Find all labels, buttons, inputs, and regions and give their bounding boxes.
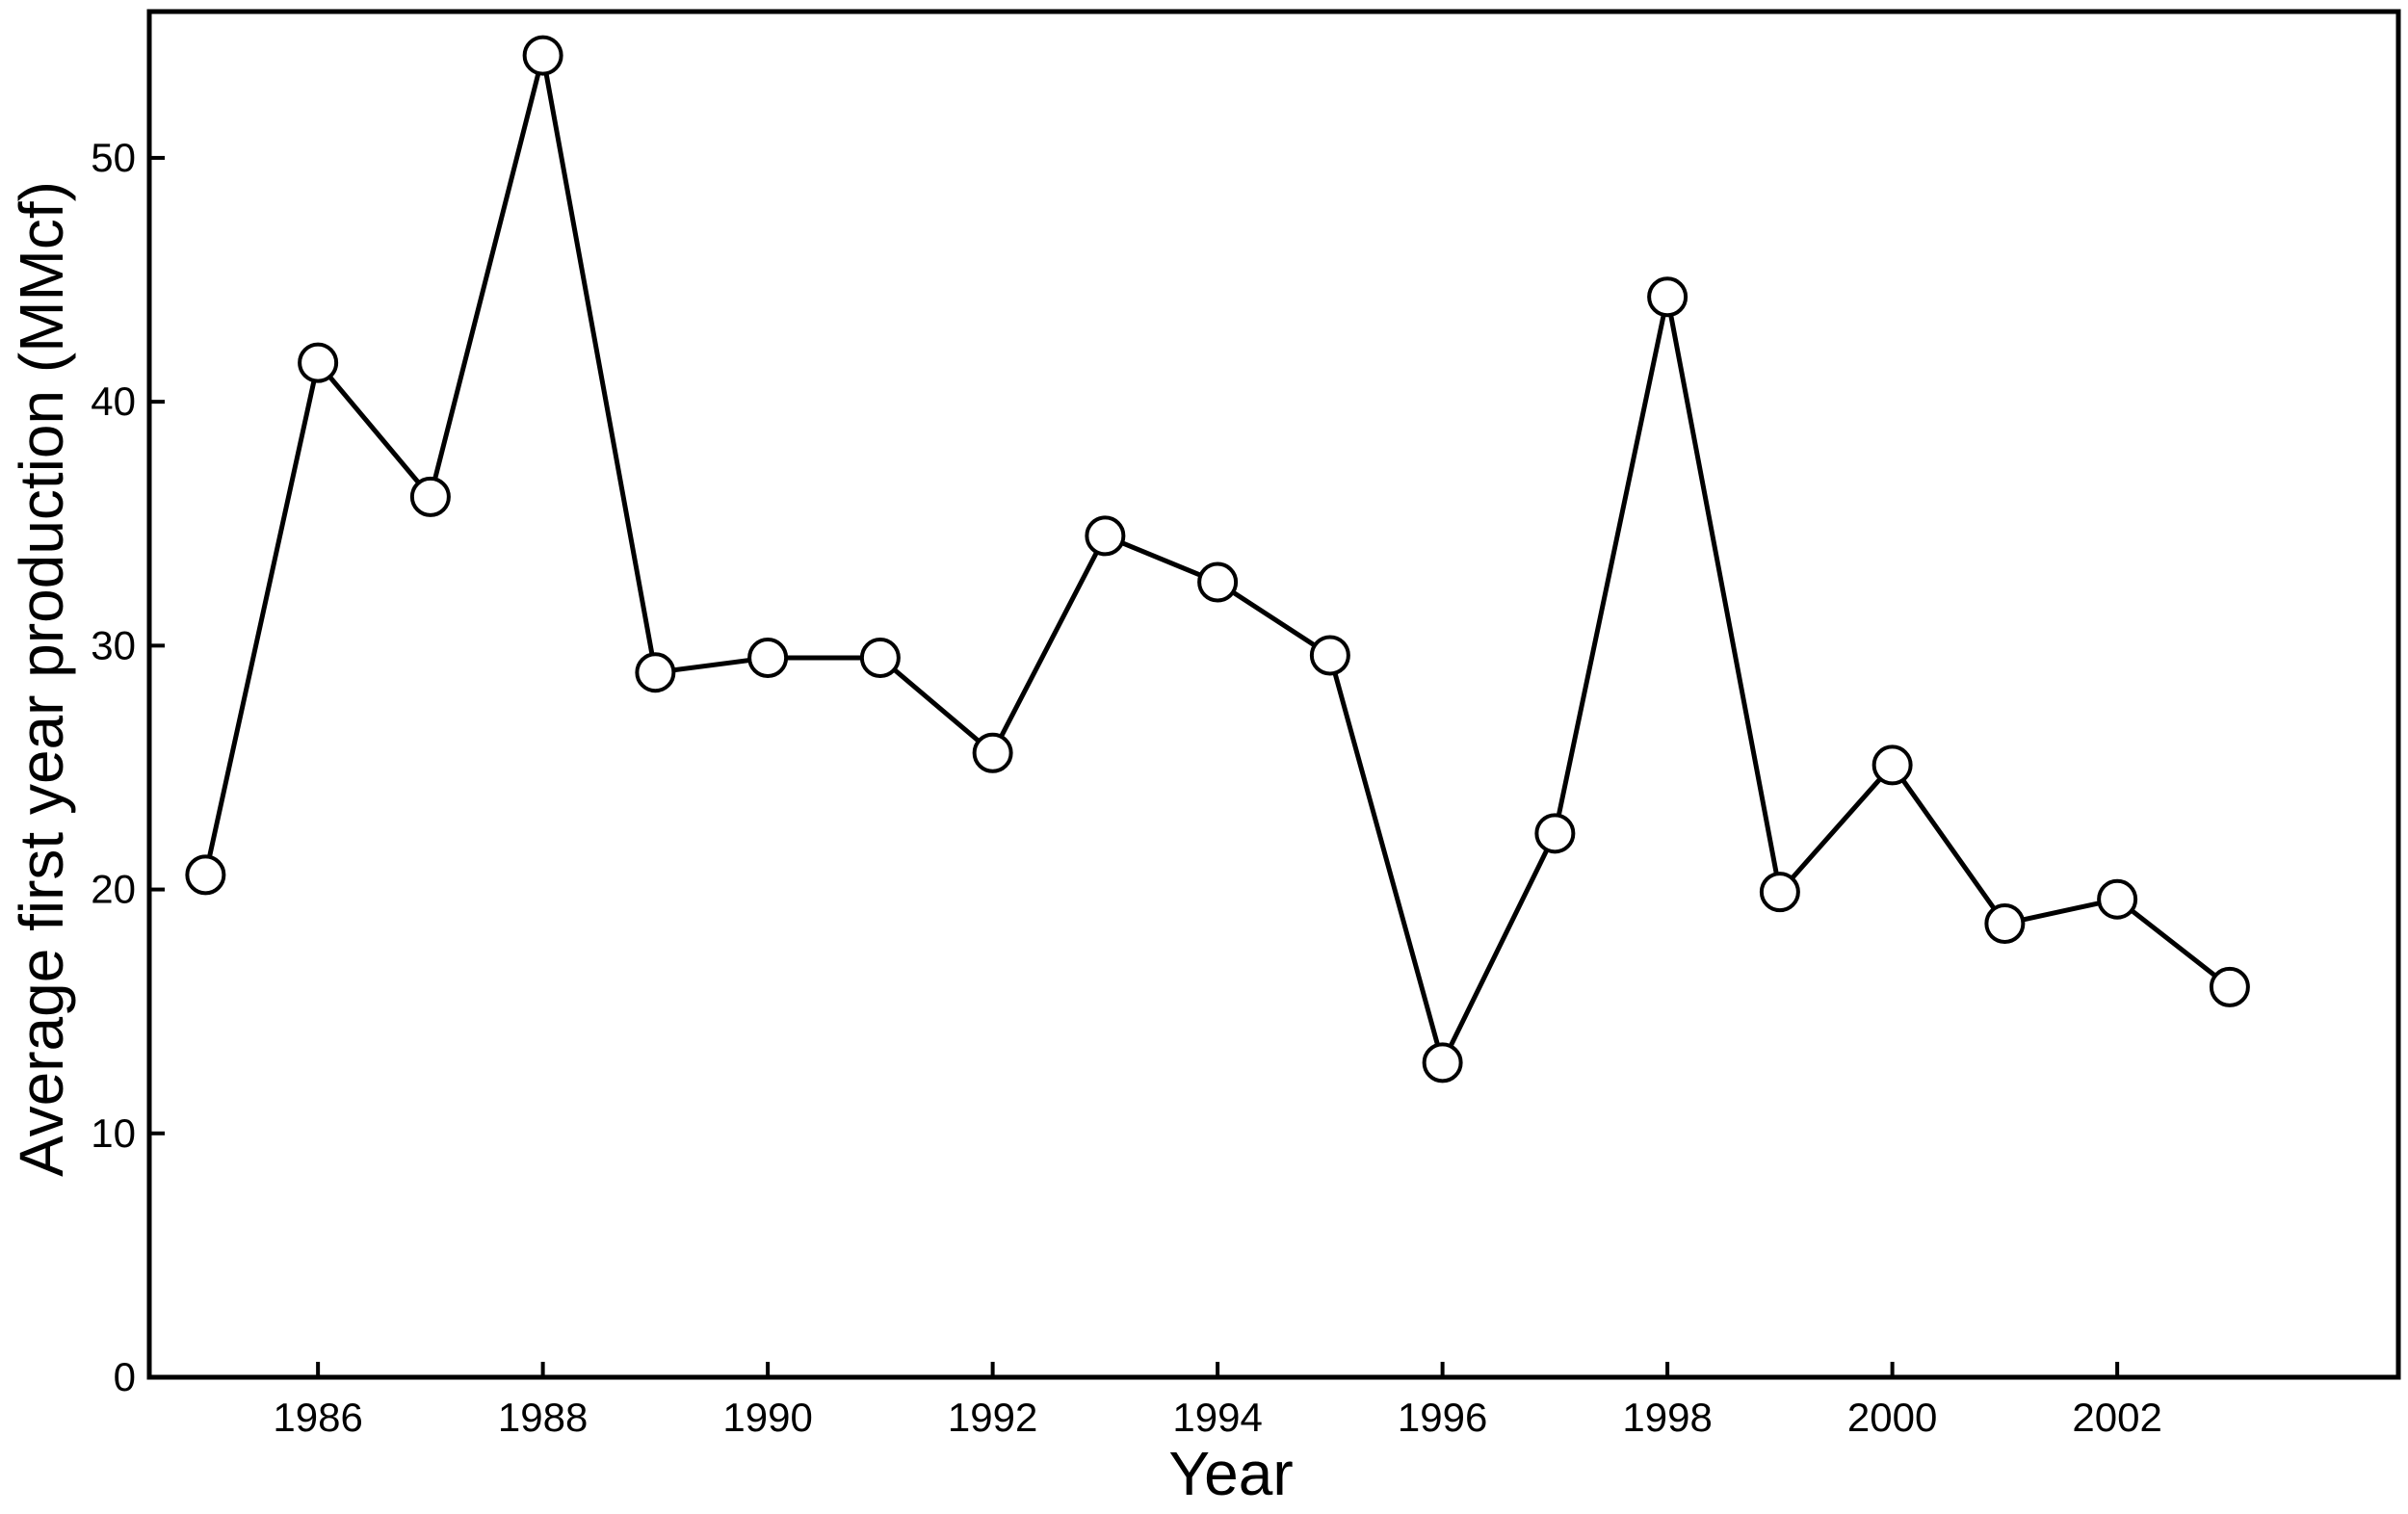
data-point-2001 xyxy=(1984,903,2026,945)
data-point-1985 xyxy=(185,854,226,896)
data-point-2000 xyxy=(1871,744,1913,786)
y-axis-ticks: 0 10 20 30 40 50 xyxy=(91,135,165,1399)
data-point-1991 xyxy=(859,638,901,679)
x-tick-label: 2002 xyxy=(2072,1395,2161,1440)
x-tick-label: 1988 xyxy=(498,1395,588,1440)
y-tick-label: 10 xyxy=(91,1110,136,1156)
x-tick-label: 1994 xyxy=(1172,1395,1262,1440)
x-axis-ticks: 1986 1988 1990 1992 1994 1996 1998 2000 2002 xyxy=(273,1362,2162,1440)
x-tick-label: 1996 xyxy=(1398,1395,1487,1440)
data-point-2002 xyxy=(2097,878,2138,920)
data-point-1992 xyxy=(972,732,1013,773)
data-point-1993 xyxy=(1085,515,1126,557)
x-tick-label: 1998 xyxy=(1622,1395,1712,1440)
y-tick-label: 40 xyxy=(91,378,136,424)
data-point-1997 xyxy=(1534,813,1576,854)
series-group xyxy=(185,35,2250,1083)
y-tick-label: 50 xyxy=(91,135,136,180)
data-point-1986 xyxy=(298,342,339,383)
data-point-2003 xyxy=(2209,966,2250,1007)
y-tick-label: 30 xyxy=(91,622,136,667)
data-point-1995 xyxy=(1309,635,1350,676)
y-axis-title: Average first year production (MMcf) xyxy=(7,181,76,1177)
data-point-1999 xyxy=(1759,872,1800,913)
data-point-1998 xyxy=(1647,276,1688,318)
data-point-1996 xyxy=(1422,1042,1463,1083)
x-tick-label: 1992 xyxy=(948,1395,1037,1440)
y-tick-label: 0 xyxy=(114,1354,136,1399)
data-point-1990 xyxy=(747,638,789,679)
data-point-1988 xyxy=(522,35,563,76)
x-tick-label: 1986 xyxy=(273,1395,362,1440)
x-axis-title: Year xyxy=(1168,1439,1293,1508)
x-tick-label: 2000 xyxy=(1847,1395,1937,1440)
data-point-1989 xyxy=(635,652,676,693)
data-point-1994 xyxy=(1197,561,1239,603)
data-point-1987 xyxy=(409,476,451,517)
plot-frame xyxy=(146,9,2401,1380)
y-tick-label: 20 xyxy=(91,867,136,912)
x-tick-label: 1990 xyxy=(722,1395,812,1440)
series-line xyxy=(202,54,2232,1070)
